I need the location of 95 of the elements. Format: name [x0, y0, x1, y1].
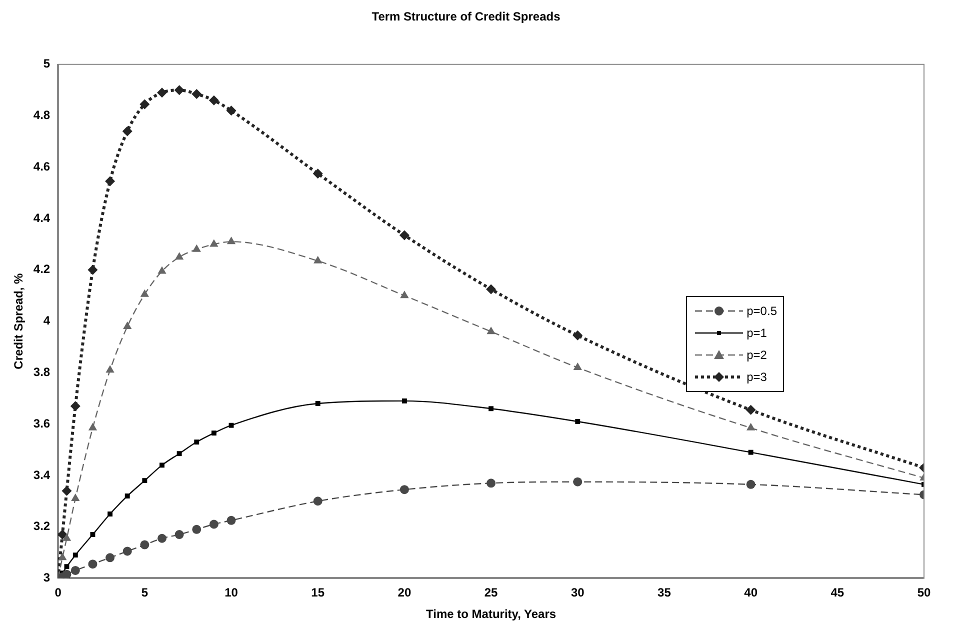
x-tick-label: 0 [54, 586, 62, 600]
y-tick-label: 3.6 [33, 416, 50, 430]
point [228, 422, 234, 428]
point [226, 236, 236, 244]
y-tick-label: 3.4 [33, 468, 50, 482]
point [746, 404, 756, 415]
chart-title: Term Structure of Credit Spreads [372, 10, 561, 24]
point [314, 256, 322, 264]
point [58, 552, 67, 560]
point [488, 406, 494, 412]
point [62, 533, 72, 541]
point [106, 365, 114, 373]
legend-label: p=0.5 [746, 304, 777, 318]
x-tick-label: 10 [224, 586, 238, 600]
y-tick-label: 4.6 [33, 159, 50, 174]
y-axis-title: Credit Spread, % [12, 272, 26, 370]
point [156, 88, 167, 98]
point [746, 480, 756, 489]
point [746, 422, 756, 430]
point [88, 422, 98, 430]
point [174, 530, 184, 540]
point [88, 560, 98, 569]
point [486, 326, 496, 334]
point [108, 512, 113, 516]
point [400, 290, 409, 298]
legend-label: p=1 [746, 326, 767, 340]
point [192, 524, 202, 534]
point [174, 252, 184, 260]
point [572, 330, 583, 340]
point [122, 126, 132, 136]
point [176, 451, 182, 456]
point [211, 430, 216, 436]
point [400, 485, 409, 494]
y-tick-label: 3.8 [33, 364, 50, 379]
point [140, 289, 150, 297]
y-tick-label: 3 [43, 570, 50, 585]
point [90, 532, 96, 537]
point [71, 494, 80, 502]
y-tick-label: 3.2 [33, 519, 50, 534]
point [62, 570, 72, 578]
point [210, 239, 218, 247]
x-tick-label: 15 [311, 586, 325, 600]
point [192, 244, 201, 252]
point [88, 264, 98, 275]
x-tick-label: 50 [917, 586, 931, 600]
point [209, 520, 218, 529]
x-tick-label: 35 [658, 586, 672, 600]
point [124, 494, 130, 498]
y-tick-label: 4.2 [33, 262, 50, 276]
x-axis-title: Time to Maturity, Years [426, 607, 556, 622]
y-tick-label: 4.8 [33, 108, 50, 122]
point [123, 321, 132, 329]
point [575, 419, 580, 424]
point [315, 401, 320, 406]
point [105, 176, 116, 186]
point [573, 477, 582, 486]
legend-label: p=3 [746, 370, 767, 384]
point [194, 440, 200, 445]
point [226, 106, 236, 116]
y-tick-label: 5 [43, 56, 50, 71]
point [402, 398, 407, 404]
point [160, 462, 164, 468]
legend-label: p=2 [746, 348, 767, 362]
point [208, 95, 219, 106]
point [748, 450, 754, 455]
point [192, 88, 202, 99]
x-tick-label: 40 [744, 586, 758, 600]
x-tick-label: 45 [830, 586, 844, 600]
point [62, 486, 72, 496]
x-tick-label: 30 [570, 586, 585, 600]
point [313, 496, 322, 506]
point [140, 99, 150, 110]
x-tick-label: 25 [484, 586, 498, 600]
point [399, 230, 410, 240]
point [174, 85, 184, 96]
point [70, 401, 80, 412]
x-tick-label: 20 [398, 586, 412, 600]
point [158, 266, 166, 274]
x-tick-label: 5 [141, 586, 148, 600]
y-tick-label: 4.4 [33, 210, 50, 225]
point [486, 284, 496, 294]
point [142, 478, 148, 484]
point [58, 530, 68, 540]
point [157, 534, 166, 543]
point [226, 516, 236, 525]
point [140, 540, 150, 550]
point [70, 566, 80, 575]
point [486, 478, 496, 488]
y-tick-label: 4 [43, 314, 50, 328]
point [573, 362, 582, 370]
point [312, 168, 323, 179]
point [106, 553, 115, 562]
point [122, 546, 132, 556]
point [64, 564, 70, 570]
point [72, 552, 78, 558]
